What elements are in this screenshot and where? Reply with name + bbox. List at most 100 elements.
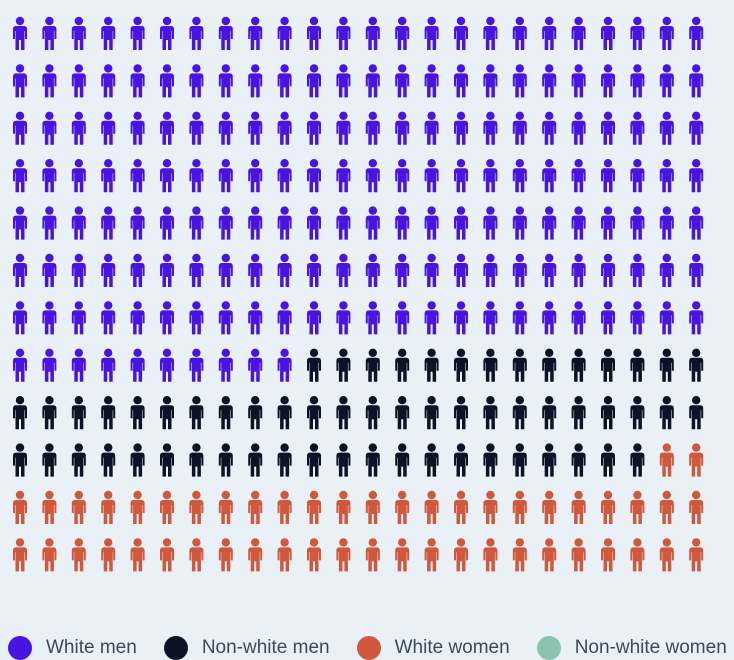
person-icon-white-men <box>189 348 204 382</box>
person-icon-non-white-men <box>512 348 527 382</box>
person-icon-white-men <box>571 16 586 50</box>
person-icon-non-white-men <box>454 348 468 382</box>
person-icon-white-men <box>130 301 145 335</box>
person-icon-non-white-men <box>13 396 27 430</box>
person-icon-white-men <box>101 301 116 335</box>
person-icon-white-men <box>248 159 263 193</box>
person-icon-non-white-men <box>307 443 321 477</box>
person-icon-white-men <box>130 111 145 145</box>
person-icon-non-white-men <box>395 396 410 430</box>
person-icon-non-white-men <box>130 443 145 477</box>
person-icon-white-men <box>277 64 292 98</box>
person-icon-white-men <box>101 159 116 193</box>
person-icon-non-white-men <box>336 396 351 430</box>
person-icon-white-men <box>160 348 174 382</box>
person-icon-white-men <box>395 253 410 287</box>
person-icon-white-men <box>71 253 86 287</box>
person-icon-white-men <box>571 64 586 98</box>
person-icon-white-men <box>424 16 439 50</box>
person-icon-non-white-men <box>218 443 233 477</box>
person-icon-white-women <box>659 443 674 477</box>
person-icon-white-men <box>512 16 527 50</box>
person-icon-white-men <box>218 16 233 50</box>
person-icon-white-men <box>630 16 645 50</box>
person-icon-white-men <box>277 348 292 382</box>
person-icon-white-men <box>601 111 615 145</box>
person-icon-white-men <box>365 16 380 50</box>
person-icon-white-men <box>13 206 27 240</box>
person-icon-non-white-men <box>512 443 527 477</box>
person-icon-non-white-men <box>248 443 263 477</box>
person-icon-white-women <box>689 443 704 477</box>
person-icon-non-white-men <box>160 396 174 430</box>
person-icon-white-men <box>13 348 27 382</box>
person-icon-white-men <box>512 64 527 98</box>
person-icon-white-women <box>13 538 27 572</box>
person-icon-non-white-men <box>395 348 410 382</box>
person-icon-white-men <box>689 111 704 145</box>
person-icon-white-men <box>542 159 557 193</box>
person-icon-non-white-men <box>542 443 557 477</box>
person-icon-white-men <box>336 159 351 193</box>
person-icon-white-women <box>101 490 116 524</box>
person-icon-white-men <box>483 159 498 193</box>
person-icon-white-men <box>101 64 116 98</box>
legend-swatch-white-women <box>356 636 381 660</box>
person-icon-white-men <box>218 64 233 98</box>
person-icon-white-women <box>42 490 57 524</box>
person-icon-white-women <box>571 538 586 572</box>
person-icon-non-white-men <box>189 396 204 430</box>
person-icon-white-men <box>307 16 321 50</box>
person-icon-white-men <box>395 159 410 193</box>
person-icon-white-men <box>483 64 498 98</box>
person-icon-white-men <box>42 253 57 287</box>
person-icon-non-white-men <box>659 396 674 430</box>
person-icon-white-men <box>277 301 292 335</box>
legend-item-white-women: White women <box>356 636 510 660</box>
person-icon-white-women <box>512 538 527 572</box>
person-icon-non-white-men <box>424 348 439 382</box>
person-icon-white-men <box>424 206 439 240</box>
person-icon-non-white-men <box>130 396 145 430</box>
person-icon-white-women <box>395 490 410 524</box>
person-icon-white-men <box>454 111 468 145</box>
person-icon-white-men <box>189 111 204 145</box>
person-icon-white-women <box>130 490 145 524</box>
person-icon-white-men <box>659 159 674 193</box>
person-icon-white-men <box>189 64 204 98</box>
person-icon-white-women <box>542 490 557 524</box>
person-icon-white-men <box>542 206 557 240</box>
person-icon-white-men <box>395 111 410 145</box>
person-icon-white-men <box>189 206 204 240</box>
person-icon-white-men <box>542 253 557 287</box>
person-icon-white-men <box>160 111 174 145</box>
legend-swatch-non-white-women <box>536 636 561 660</box>
person-icon-white-men <box>130 16 145 50</box>
person-icon-white-men <box>601 64 615 98</box>
legend-swatch-non-white-men <box>163 636 188 660</box>
person-icon-white-women <box>542 538 557 572</box>
legend-item-white-men: White men <box>8 636 137 660</box>
person-icon-white-men <box>307 206 321 240</box>
person-icon-non-white-men <box>71 443 86 477</box>
person-icon-white-women <box>71 490 86 524</box>
person-icon-white-men <box>42 16 57 50</box>
person-icon-non-white-men <box>42 396 57 430</box>
person-icon-white-men <box>336 206 351 240</box>
person-icon-white-men <box>71 348 86 382</box>
person-icon-white-women <box>277 490 292 524</box>
person-icon-white-women <box>630 490 645 524</box>
person-icon-white-men <box>365 111 380 145</box>
person-icon-non-white-men <box>601 443 615 477</box>
person-icon-white-women <box>277 538 292 572</box>
person-icon-white-men <box>483 253 498 287</box>
person-icon-white-men <box>336 111 351 145</box>
person-icon-white-men <box>424 111 439 145</box>
person-icon-white-women <box>248 490 263 524</box>
person-icon-non-white-men <box>601 348 615 382</box>
person-icon-white-men <box>42 64 57 98</box>
person-icon-white-women <box>101 538 116 572</box>
person-icon-white-men <box>42 301 57 335</box>
person-icon-white-women <box>336 490 351 524</box>
person-icon-white-men <box>542 111 557 145</box>
